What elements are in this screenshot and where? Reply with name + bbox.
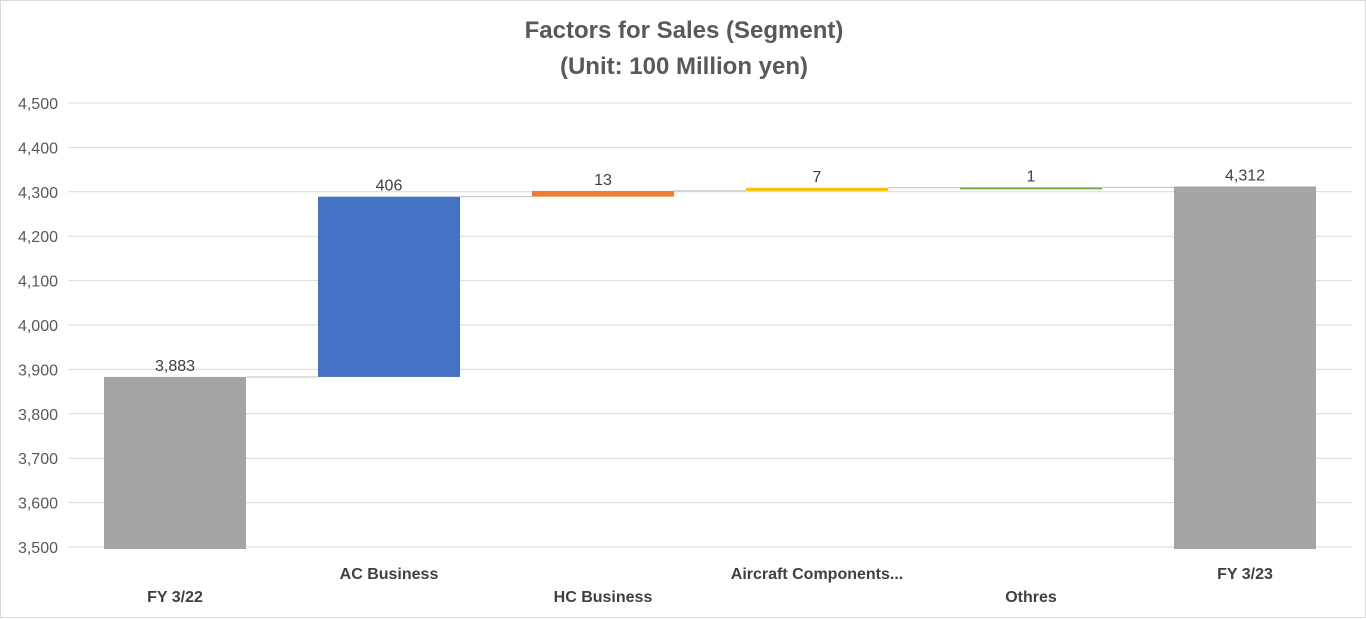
bar-5	[1174, 186, 1316, 548]
bar-1	[318, 196, 460, 377]
chart-subtitle: (Unit: 100 Million yen)	[559, 53, 808, 80]
y-tick-label: 3,800	[18, 407, 58, 424]
x-tick-label: Aircraft Components...	[731, 566, 903, 583]
bar-base-0	[104, 546, 246, 549]
y-tick-label: 3,900	[18, 362, 58, 379]
bar-4	[960, 187, 1102, 190]
data-label: 3,883	[155, 358, 195, 375]
bar-0	[104, 376, 246, 547]
data-label: 4,312	[1225, 167, 1265, 184]
bar-3	[746, 187, 888, 191]
bar-base-5	[1174, 546, 1316, 549]
y-tick-label: 4,400	[18, 140, 58, 157]
y-tick-label: 4,200	[18, 229, 58, 246]
y-tick-label: 3,700	[18, 451, 58, 468]
x-tick-label: AC Business	[340, 566, 439, 583]
x-tick-label: FY 3/22	[147, 589, 203, 606]
y-tick-label: 4,000	[18, 318, 58, 335]
data-label: 13	[594, 172, 612, 189]
data-label: 7	[813, 169, 822, 186]
data-label: 1	[1027, 168, 1036, 185]
y-tick-label: 4,500	[18, 96, 58, 113]
y-tick-label: 3,600	[18, 496, 58, 513]
data-label: 406	[376, 178, 403, 195]
y-tick-label: 3,500	[18, 540, 58, 557]
chart-title: Factors for Sales (Segment)	[524, 17, 844, 44]
x-tick-label: HC Business	[554, 589, 653, 606]
x-tick-label: Othres	[1005, 589, 1057, 606]
bar-2	[532, 190, 674, 197]
x-tick-label: FY 3/23	[1217, 566, 1273, 583]
y-tick-label: 4,300	[18, 185, 58, 202]
y-tick-label: 4,100	[18, 274, 58, 291]
